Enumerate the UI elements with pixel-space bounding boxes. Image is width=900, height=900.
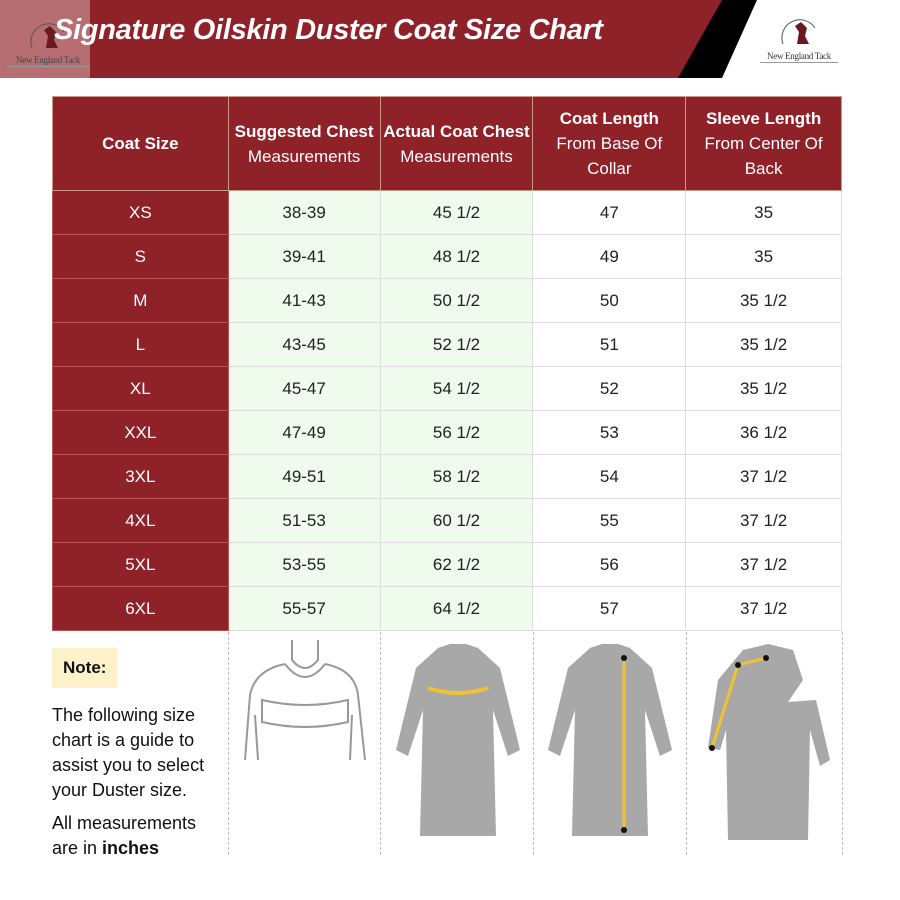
divider [842, 632, 843, 855]
column-header: Suggested Chest Measurements [227, 96, 381, 191]
table-row: XXL 47-49 56 1/2 53 36 1/2 [52, 410, 842, 455]
value-cell: 37 1/2 [685, 586, 842, 631]
value-cell: 49-51 [227, 454, 381, 499]
table-row: XS 38-39 45 1/2 47 35 [52, 190, 842, 235]
column-header: Coat Size [52, 96, 229, 191]
value-cell: 62 1/2 [379, 542, 534, 587]
value-cell: 53-55 [227, 542, 381, 587]
page-title: Signature Oilskin Duster Coat Size Chart [54, 14, 603, 46]
divider [228, 632, 229, 855]
note-text: The following size chart is a guide to a… [52, 705, 205, 858]
size-cell: M [52, 278, 229, 323]
value-cell: 48 1/2 [379, 234, 534, 279]
column-header: Actual Coat Chest Measurements [379, 96, 534, 191]
value-cell: 52 1/2 [379, 322, 534, 367]
table-row: 5XL 53-55 62 1/2 56 37 1/2 [52, 542, 842, 587]
value-cell: 37 1/2 [685, 542, 842, 587]
value-cell: 54 [532, 454, 687, 499]
horse-icon [30, 23, 65, 49]
value-cell: 35 1/2 [685, 366, 842, 411]
value-cell: 55-57 [227, 586, 381, 631]
size-cell: 3XL [52, 454, 229, 499]
size-cell: XL [52, 366, 229, 411]
value-cell: 56 1/2 [379, 410, 534, 455]
chest-measure-line [427, 686, 489, 695]
table-row: 4XL 51-53 60 1/2 55 37 1/2 [52, 498, 842, 543]
value-cell: 53 [532, 410, 687, 455]
value-cell: 52 [532, 366, 687, 411]
sleeve-length-illustration [708, 644, 830, 840]
value-cell: 35 [685, 190, 842, 235]
value-cell: 58 1/2 [379, 454, 534, 499]
value-cell: 45-47 [227, 366, 381, 411]
table-row: L 43-45 52 1/2 51 35 1/2 [52, 322, 842, 367]
size-cell: L [52, 322, 229, 367]
value-cell: 51 [532, 322, 687, 367]
value-cell: 38-39 [227, 190, 381, 235]
value-cell: 37 1/2 [685, 498, 842, 543]
table-row: 3XL 49-51 58 1/2 54 37 1/2 [52, 454, 842, 499]
value-cell: 47 [532, 190, 687, 235]
brand-logo-faded: New England Tack [6, 22, 90, 67]
value-cell: 41-43 [227, 278, 381, 323]
value-cell: 54 1/2 [379, 366, 534, 411]
column-header: Sleeve Length From Center Of Back [685, 96, 842, 191]
value-cell: 51-53 [227, 498, 381, 543]
brand-logo: New England Tack [760, 18, 838, 63]
size-cell: 6XL [52, 586, 229, 631]
size-cell: S [52, 234, 229, 279]
value-cell: 56 [532, 542, 687, 587]
table-row: 6XL 55-57 64 1/2 57 37 1/2 [52, 586, 842, 631]
horse-icon [781, 19, 816, 45]
note-label: Note: [52, 648, 118, 688]
value-cell: 50 [532, 278, 687, 323]
size-cell: 4XL [52, 498, 229, 543]
value-cell: 49 [532, 234, 687, 279]
table-row: S 39-41 48 1/2 49 35 [52, 234, 842, 279]
value-cell: 47-49 [227, 410, 381, 455]
size-cell: XXL [52, 410, 229, 455]
value-cell: 50 1/2 [379, 278, 534, 323]
header-banner [0, 0, 757, 78]
size-cell: XS [52, 190, 229, 235]
value-cell: 37 1/2 [685, 454, 842, 499]
value-cell: 43-45 [227, 322, 381, 367]
divider [686, 632, 687, 855]
value-cell: 55 [532, 498, 687, 543]
divider [380, 632, 381, 855]
chest-measure-illustration [244, 640, 366, 760]
value-cell: 64 1/2 [379, 586, 534, 631]
size-cell: 5XL [52, 542, 229, 587]
value-cell: 60 1/2 [379, 498, 534, 543]
value-cell: 39-41 [227, 234, 381, 279]
value-cell: 35 1/2 [685, 322, 842, 367]
size-chart-table: Coat Size Suggested Chest Measurements Actu… [52, 96, 842, 631]
value-cell: 57 [532, 586, 687, 631]
divider [533, 632, 534, 855]
value-cell: 45 1/2 [379, 190, 534, 235]
column-header: Coat Length From Base Of Collar [532, 96, 687, 191]
value-cell: 36 1/2 [685, 410, 842, 455]
coat-chest-illustration [396, 644, 520, 836]
table-row: XL 45-47 54 1/2 52 35 1/2 [52, 366, 842, 411]
coat-length-illustration [548, 644, 672, 836]
table-row: M 41-43 50 1/2 50 35 1/2 [52, 278, 842, 323]
value-cell: 35 [685, 234, 842, 279]
value-cell: 35 1/2 [685, 278, 842, 323]
